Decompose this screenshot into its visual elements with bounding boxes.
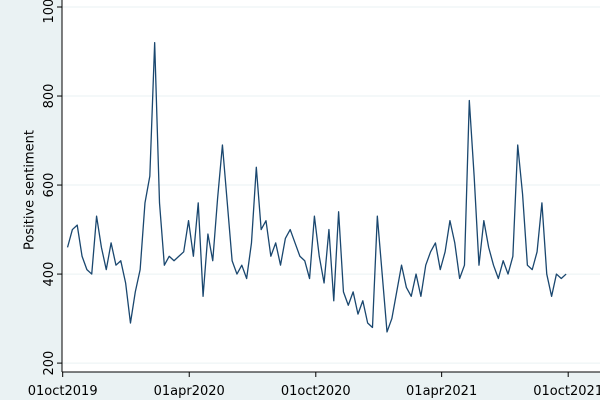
y-tick-label: 200 [42,351,57,376]
y-tick-label: 600 [42,173,57,198]
x-tick-label: 01oct2021 [533,384,600,399]
plot-area [62,0,600,372]
x-tick-label: 01apr2020 [154,384,225,399]
y-tick-label: 1000 [42,0,57,24]
x-tick-label: 01oct2019 [28,384,98,399]
y-axis-title: Positive sentiment [23,130,38,250]
line [66,41,567,333]
y-tick-label: 800 [42,84,57,109]
x-tick-label: 01apr2021 [406,384,477,399]
x-tick-label: 01oct2020 [281,384,351,399]
y-tick-label: 400 [42,262,57,287]
